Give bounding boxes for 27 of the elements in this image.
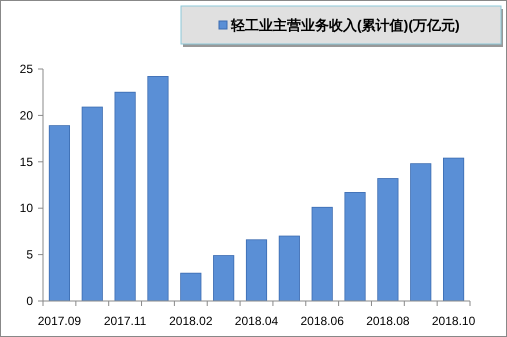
- x-tick-label: 2018.02: [169, 314, 213, 328]
- y-tick-label: 5: [26, 248, 34, 262]
- x-tick-label: 2018.10: [432, 314, 476, 328]
- bar: [278, 236, 300, 302]
- bar: [377, 178, 398, 302]
- x-tick-label: 2018.08: [366, 314, 410, 328]
- legend-label: 轻工业主营业务收入(累计值)(万亿元): [230, 17, 460, 33]
- x-tick-label: 2018.06: [300, 314, 344, 328]
- bar: [312, 206, 333, 302]
- bar: [246, 239, 268, 302]
- x-tick-label: 2017.09: [38, 314, 82, 328]
- bar: [213, 255, 234, 302]
- bar: [180, 272, 202, 302]
- x-tick-label: 2017.11: [104, 314, 147, 328]
- bar: [442, 158, 464, 302]
- y-tick-label: 15: [20, 154, 34, 169]
- bar: [410, 163, 432, 302]
- y-tick-label: 20: [20, 108, 34, 122]
- y-tick-label: 25: [20, 62, 34, 76]
- bar: [82, 106, 103, 302]
- bar: [147, 76, 169, 302]
- y-tick-label: 10: [20, 201, 34, 216]
- bar: [114, 92, 136, 302]
- bar: [344, 192, 366, 302]
- y-tick-label: 0: [26, 294, 34, 308]
- x-tick-label: 2018.04: [234, 314, 279, 328]
- bar: [48, 125, 70, 302]
